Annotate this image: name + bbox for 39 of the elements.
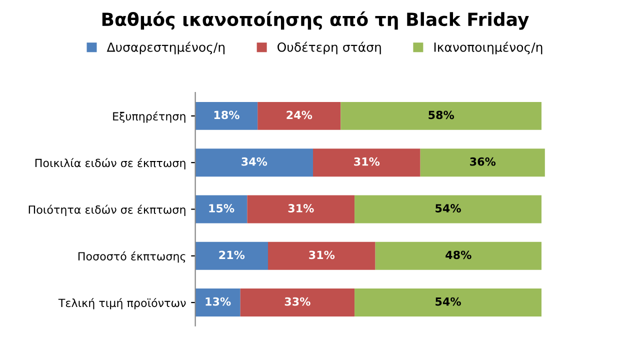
data-label: 24% (286, 110, 312, 120)
bar (195, 102, 258, 130)
bar (340, 102, 542, 130)
y-tick-label: Εξυπηρέτηση (113, 111, 186, 123)
y-tick-label: Ποσοστό έκπτωσης (78, 251, 186, 263)
bar (258, 102, 341, 130)
data-label: 58% (428, 110, 454, 120)
data-label: 31% (309, 250, 335, 260)
y-tick-label: Ποικιλία ειδών σε έκπτωση (35, 158, 186, 170)
bar (268, 242, 376, 270)
y-tick-label: Τελική τιμή προϊόντων (58, 298, 186, 310)
bar (354, 288, 542, 317)
bar (240, 288, 355, 317)
bar (313, 148, 420, 177)
legend-label: Ουδέτερη στάση (278, 42, 381, 54)
data-label: 15% (209, 204, 234, 212)
data-label: 21% (219, 250, 245, 260)
data-label: 18% (214, 110, 240, 120)
bar (195, 242, 268, 270)
bar (375, 242, 542, 270)
bar (195, 288, 240, 317)
legend-label: Δυσαρεστημένος/η (106, 42, 225, 54)
bar (195, 195, 248, 224)
bar (354, 195, 542, 224)
data-label: 34% (242, 157, 268, 166)
data-label: 33% (284, 297, 310, 306)
data-label: 13% (206, 297, 231, 306)
legend-label: Ικανοποιημένος/η (434, 42, 542, 54)
data-label: 31% (288, 204, 314, 212)
data-label: 48% (446, 250, 472, 260)
bar (420, 148, 545, 177)
data-label: 31% (354, 157, 380, 166)
data-label: 54% (436, 204, 461, 212)
bar (247, 195, 355, 224)
data-label: 54% (436, 297, 461, 306)
chart-title: Βαθμός ικανοποίησης από τη Black Friday (102, 11, 529, 30)
bar (195, 148, 314, 177)
y-tick-label: Ποιότητα ειδών σε έκπτωση (28, 204, 186, 216)
data-label: 36% (470, 157, 496, 166)
